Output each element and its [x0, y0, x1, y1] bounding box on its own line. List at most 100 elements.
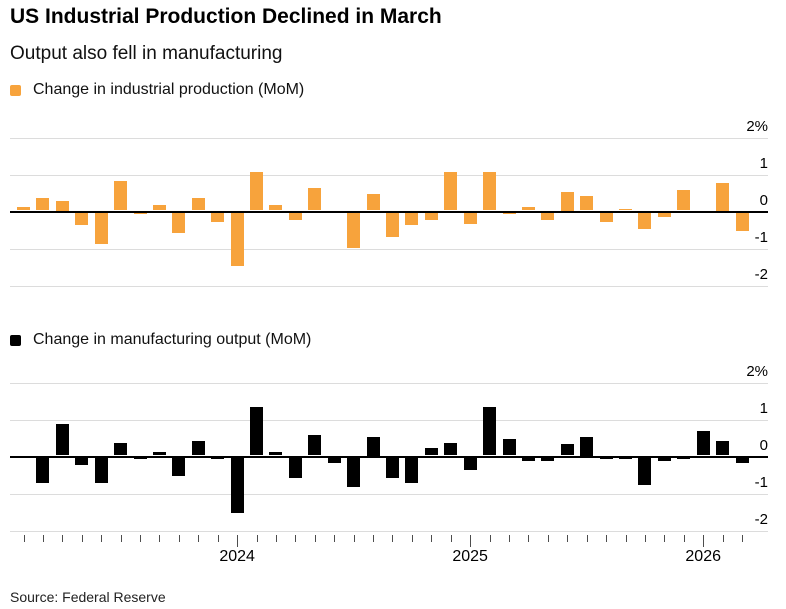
month-tick: [742, 535, 744, 542]
bar-2023-12: [211, 212, 225, 222]
bar-2023-09: [152, 451, 166, 456]
month-tick: [120, 535, 122, 542]
month-tick: [23, 535, 25, 542]
bar-2025-09: [619, 457, 633, 460]
month-tick: [217, 535, 219, 542]
page-title: US Industrial Production Declined in Mar…: [10, 5, 442, 28]
bar-2024-07: [347, 212, 361, 248]
bar-2025-06: [560, 192, 574, 211]
bar-2025-05: [541, 212, 555, 220]
month-tick: [42, 535, 44, 542]
year-tick: [237, 535, 239, 547]
bar-2026-01: [696, 431, 710, 456]
month-tick: [528, 535, 530, 542]
year-tick: [470, 535, 472, 547]
month-tick: [81, 535, 83, 542]
gridline: [10, 137, 768, 139]
bar-2025-08: [599, 457, 613, 460]
bar-2023-04: [55, 424, 69, 456]
bar-2024-03: [269, 451, 283, 456]
bar-2024-11: [424, 212, 438, 220]
bar-2025-07: [580, 437, 594, 456]
bar-2026-02: [716, 182, 730, 211]
orange-swatch-icon: [10, 84, 21, 96]
month-tick: [178, 535, 180, 542]
gridline: [10, 530, 768, 532]
bar-2025-11: [657, 457, 671, 462]
legend-label: Change in industrial production (MoM): [33, 81, 305, 98]
bar-2025-03: [502, 212, 516, 215]
bar-2025-04: [521, 457, 535, 462]
gridline: [10, 419, 768, 421]
bar-2024-09: [385, 457, 399, 478]
bar-2025-10: [638, 212, 652, 230]
y-axis-label: -1: [754, 473, 768, 491]
bar-2025-01: [463, 457, 477, 471]
month-tick: [683, 535, 685, 542]
month-tick: [140, 535, 142, 542]
bar-2024-08: [366, 193, 380, 211]
gridline: [10, 493, 768, 495]
zero-baseline: [10, 210, 768, 213]
month-tick: [606, 535, 608, 542]
bar-2023-10: [172, 212, 186, 233]
month-tick: [62, 535, 64, 542]
page-subtitle: Output also fell in manufacturing: [10, 43, 283, 64]
bar-2024-12: [444, 442, 458, 456]
bar-2023-05: [75, 212, 89, 226]
month-tick: [392, 535, 394, 542]
month-tick: [159, 535, 161, 542]
y-axis-label: 1: [759, 399, 768, 417]
bar-2023-08: [133, 457, 147, 460]
bar-2024-10: [405, 212, 419, 226]
month-tick: [334, 535, 336, 542]
month-tick: [644, 535, 646, 542]
bar-2023-05: [75, 457, 89, 465]
bar-2025-10: [638, 457, 652, 486]
month-tick: [373, 535, 375, 542]
month-tick: [198, 535, 200, 542]
legend-label: Change in manufacturing output (MoM): [33, 331, 312, 348]
bar-2024-08: [366, 437, 380, 456]
bar-2025-12: [677, 190, 691, 211]
bar-2024-02: [250, 171, 264, 211]
year-label: 2026: [685, 548, 721, 565]
bar-2024-03: [269, 204, 283, 211]
bar-2024-09: [385, 212, 399, 237]
bar-2023-04: [55, 201, 69, 211]
bar-2024-01: [230, 457, 244, 513]
gridline: [10, 382, 768, 384]
month-tick: [353, 535, 355, 542]
y-axis-label: -2: [754, 510, 768, 528]
y-axis-label: 2%: [746, 362, 768, 380]
bar-2026-03: [735, 212, 749, 231]
month-tick: [314, 535, 316, 542]
y-axis-label: -1: [754, 228, 768, 246]
legend-industrial-production: Change in industrial production (MoM): [10, 81, 304, 99]
gridline: [10, 174, 768, 176]
bar-2025-06: [560, 444, 574, 456]
year-label: 2024: [219, 548, 255, 565]
zero-baseline: [10, 455, 768, 458]
bar-2023-12: [211, 457, 225, 460]
gridline: [10, 285, 768, 287]
month-tick: [450, 535, 452, 542]
bar-2024-02: [250, 407, 264, 456]
y-axis-label: -2: [754, 265, 768, 283]
y-axis-label: 2%: [746, 117, 768, 135]
black-swatch-icon: [10, 334, 21, 346]
month-tick: [411, 535, 413, 542]
y-axis-label: 0: [759, 436, 768, 454]
bar-2025-03: [502, 438, 516, 456]
bar-2024-07: [347, 457, 361, 488]
source-note: Source: Federal Reserve: [10, 589, 166, 605]
bar-2024-05: [308, 188, 322, 211]
bar-2025-07: [580, 195, 594, 211]
month-tick: [625, 535, 627, 542]
month-tick: [664, 535, 666, 542]
bar-2025-02: [483, 407, 497, 456]
bar-2024-11: [424, 448, 438, 456]
bar-2024-06: [327, 457, 341, 464]
gridline: [10, 248, 768, 250]
